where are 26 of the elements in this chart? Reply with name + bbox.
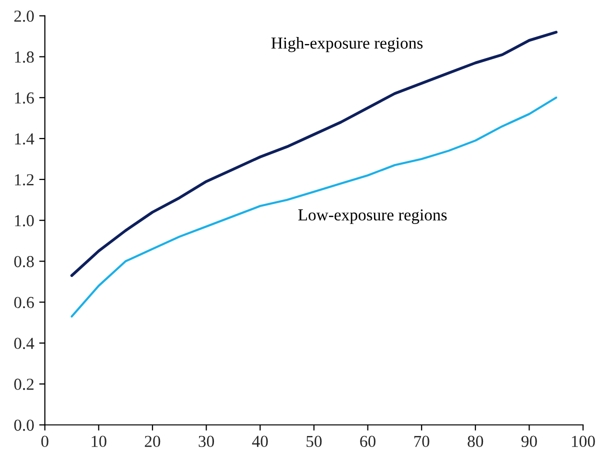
x-tick-label: 50 xyxy=(306,436,322,448)
y-tick-label: 0.8 xyxy=(14,256,34,268)
x-tick-label: 20 xyxy=(144,436,160,448)
x-tick-label: 100 xyxy=(572,436,595,448)
y-tick-label: 0.4 xyxy=(14,338,34,350)
y-tick-label: 0.6 xyxy=(14,296,34,308)
x-tick-label: 80 xyxy=(468,436,484,448)
series-label: Low-exposure regions xyxy=(298,209,447,224)
y-tick-label: 0.2 xyxy=(14,378,34,390)
y-tick-label: 1.2 xyxy=(15,174,34,186)
line-series xyxy=(70,96,558,318)
x-tick-label: 90 xyxy=(521,436,537,448)
y-tick-label: 0.0 xyxy=(14,420,34,431)
y-tick-label: 1.0 xyxy=(15,215,34,226)
y-tick-label: 2.0 xyxy=(14,10,34,22)
x-tick-label: 40 xyxy=(252,436,268,448)
line-series xyxy=(70,30,558,277)
x-tick-label: 30 xyxy=(198,436,214,448)
x-tick-label: 70 xyxy=(414,436,430,448)
y-tick-label: 1.6 xyxy=(15,92,34,104)
x-tick-label: 0 xyxy=(41,436,48,448)
series-label: High-exposure regions xyxy=(271,36,423,52)
x-tick-label: 10 xyxy=(92,436,106,448)
y-tick-label: 1.8 xyxy=(15,51,34,63)
x-tick-label: 60 xyxy=(360,436,376,448)
y-tick-label: 1.4 xyxy=(15,133,34,145)
